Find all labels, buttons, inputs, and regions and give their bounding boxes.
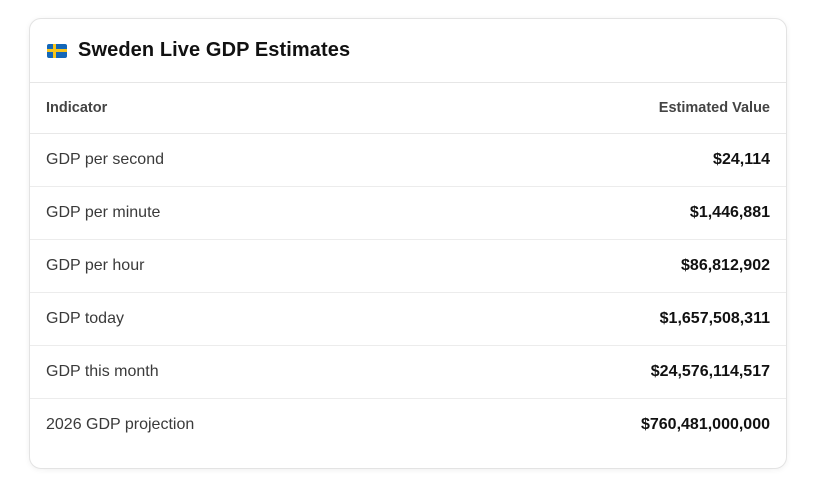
sweden-flag-icon	[47, 43, 67, 58]
table-row: GDP this month $24,576,114,517	[30, 345, 786, 399]
row-value: $760,481,000,000	[640, 416, 770, 433]
row-indicator: 2026 GDP projection	[46, 416, 195, 433]
table-row: GDP per hour $86,812,902	[30, 239, 786, 293]
row-indicator: GDP per minute	[30, 186, 430, 240]
gdp-table: Indicator Estimated Value GDP per second…	[30, 83, 786, 451]
table-header-row: Indicator Estimated Value	[30, 83, 786, 134]
card-header: Sweden Live GDP Estimates	[30, 19, 786, 83]
header-estimated-value: Estimated Value	[429, 83, 786, 134]
card-title: Sweden Live GDP Estimates	[78, 39, 351, 61]
row-value: $1,446,881	[429, 186, 786, 240]
row-value: $24,576,114,517	[429, 345, 786, 399]
row-indicator: GDP per second	[30, 133, 430, 187]
row-indicator: GDP today	[30, 292, 430, 346]
gdp-estimates-card: Sweden Live GDP Estimates Indicator Esti…	[29, 18, 787, 469]
row-indicator: GDP this month	[30, 345, 430, 399]
row-value: $86,812,902	[429, 239, 786, 293]
row-indicator: GDP per hour	[30, 239, 430, 293]
table-row: GDP per minute $1,446,881	[30, 186, 786, 240]
row-value: $1,657,508,311	[429, 292, 786, 346]
table-row: 2026 GDP projection $760,481,000,000	[30, 399, 786, 452]
table-row: GDP today $1,657,508,311	[30, 292, 786, 346]
row-value: $24,114	[429, 133, 786, 187]
table-row: GDP per second $24,114	[30, 133, 786, 187]
header-indicator: Indicator	[30, 83, 430, 134]
